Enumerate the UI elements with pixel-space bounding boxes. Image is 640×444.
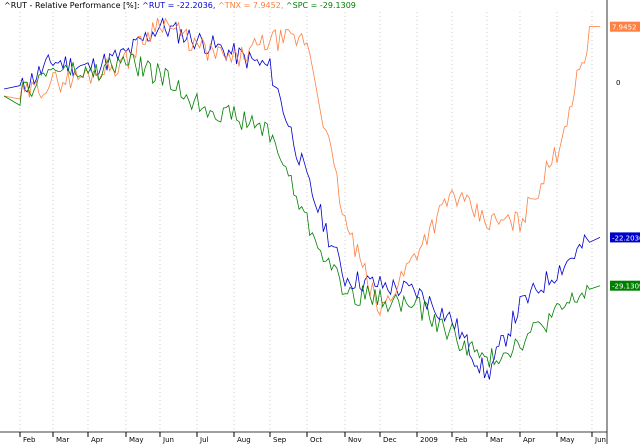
x-tick-label: Jun: [594, 436, 606, 444]
x-tick-label: 2009: [420, 436, 438, 444]
legend-rut: ^RUT = -22.2036,: [142, 1, 216, 10]
x-tick-label: Dec: [383, 436, 397, 444]
title-symbol: ^RUT: [4, 1, 28, 10]
x-tick-label: Oct: [310, 436, 322, 444]
value-tag-label-spc: -29.1309: [612, 283, 640, 291]
value-tag-label-tnx: 7.9452: [612, 24, 637, 32]
chart-title: ^RUT - Relative Performance [%]: ^RUT = …: [4, 1, 356, 10]
x-tick-label: Jul: [199, 436, 209, 444]
x-tick-label: Aug: [237, 436, 251, 444]
series-line-spc: [3, 53, 601, 368]
x-tick-label: Apr: [523, 436, 535, 444]
value-tag-spc: [610, 280, 640, 291]
x-tick-label: Jun: [162, 436, 174, 444]
legend-tnx: ^TNX = 7.9452,: [217, 1, 284, 10]
value-tag-tnx: [610, 21, 640, 32]
value-tag-label-rut: -22.2036: [612, 234, 640, 242]
title-text: - Relative Performance [%]:: [27, 1, 143, 10]
x-tick-label: Feb: [455, 436, 468, 444]
value-tag-rut: [610, 232, 640, 243]
legend-spc: ^SPC = -29.1309: [285, 1, 356, 10]
x-tick-label: Mar: [490, 436, 503, 444]
y-tick-label-zero: 0: [616, 79, 620, 87]
x-tick-label: Sep: [273, 436, 287, 444]
x-tick-label: May: [560, 436, 574, 444]
x-tick-label: Nov: [348, 436, 362, 444]
x-tick-label: Apr: [91, 436, 103, 444]
x-tick-label: Mar: [56, 436, 69, 444]
x-tick-label: May: [129, 436, 143, 444]
x-tick-label: Feb: [23, 436, 36, 444]
series-line-rut: [3, 16, 601, 380]
series-line-tnx: [3, 17, 601, 317]
